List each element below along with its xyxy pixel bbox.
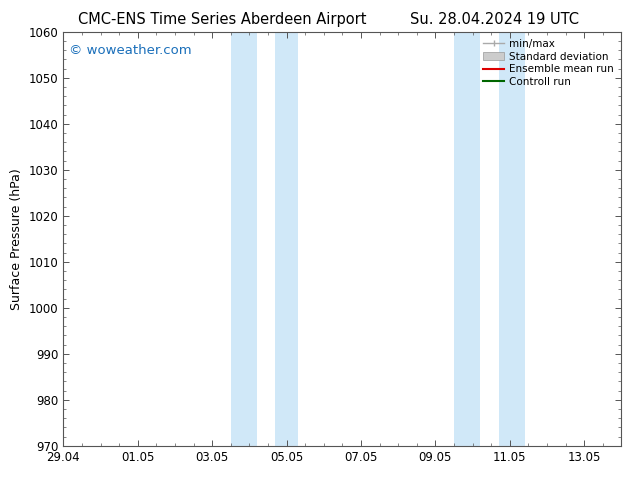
Bar: [231, 32, 257, 446]
Bar: [454, 32, 480, 446]
Y-axis label: Surface Pressure (hPa): Surface Pressure (hPa): [10, 168, 23, 310]
Bar: [275, 32, 298, 446]
Text: Su. 28.04.2024 19 UTC: Su. 28.04.2024 19 UTC: [410, 12, 579, 27]
Text: © woweather.com: © woweather.com: [69, 44, 191, 57]
Bar: [498, 32, 524, 446]
Legend: min/max, Standard deviation, Ensemble mean run, Controll run: min/max, Standard deviation, Ensemble me…: [481, 37, 616, 89]
Text: CMC-ENS Time Series Aberdeen Airport: CMC-ENS Time Series Aberdeen Airport: [77, 12, 366, 27]
